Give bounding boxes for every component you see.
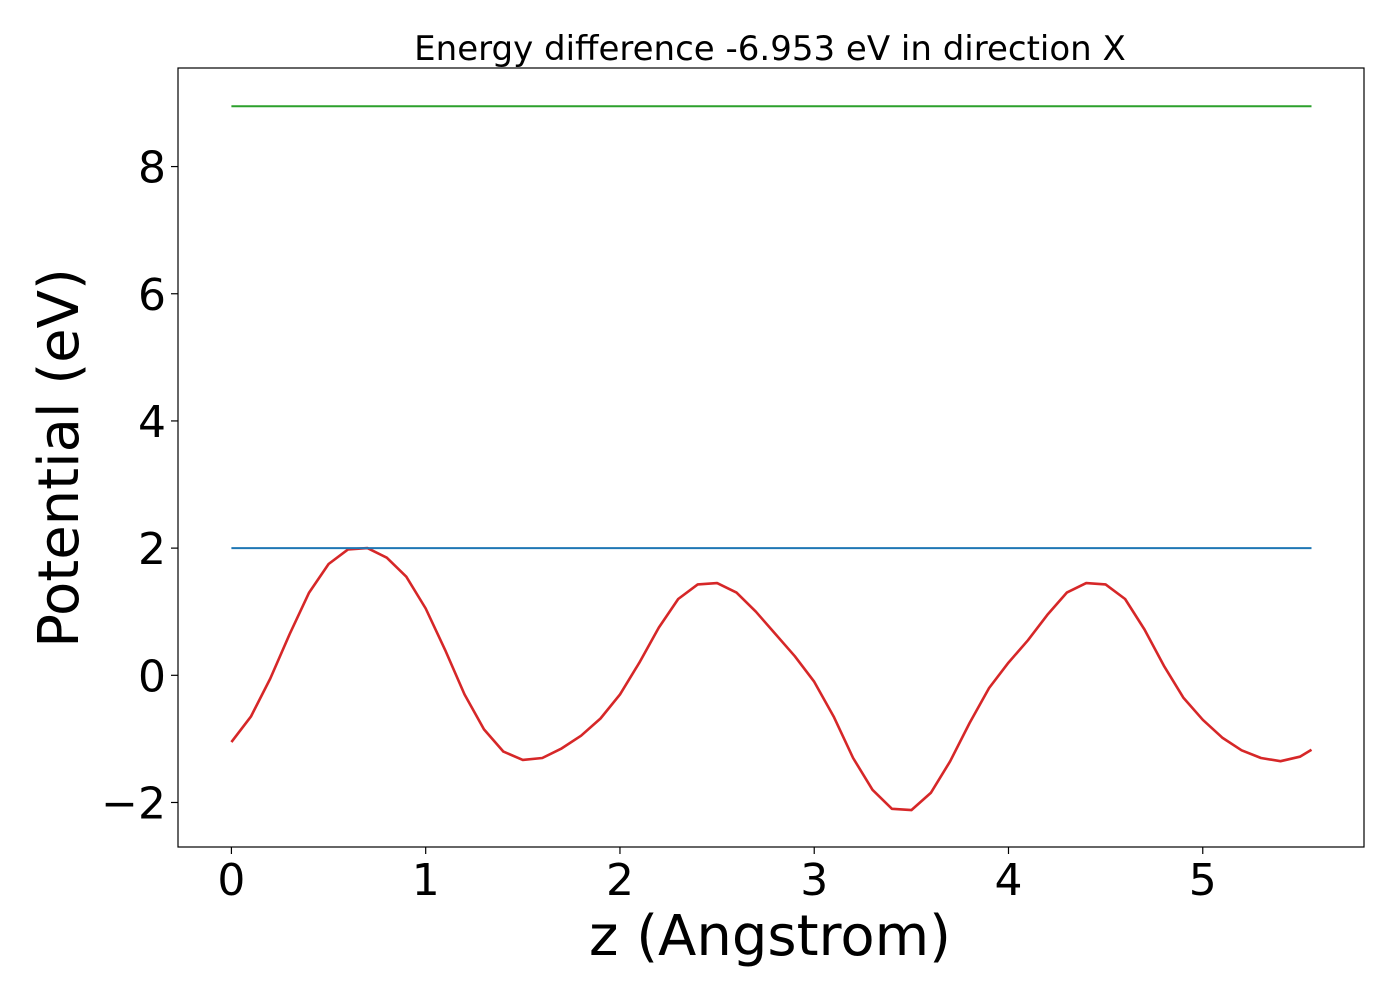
y-axis-ticks: −2 0 2 4 6 8 (101, 143, 178, 829)
series-line-0 (230, 546, 1313, 812)
x-axis-ticks: 0 1 2 3 4 5 (217, 847, 1217, 906)
x-tick-label-4: 4 (994, 855, 1022, 906)
x-tick-label-2: 2 (606, 855, 634, 906)
chart-title: Energy difference -6.953 eV in direction… (414, 29, 1126, 69)
x-tick-label-1: 1 (412, 855, 440, 906)
x-tick-label-5: 5 (1189, 855, 1217, 906)
x-tick-label-0: 0 (217, 855, 245, 906)
y-tick-label-2: 2 (138, 524, 166, 575)
x-axis-label: z (Angstrom) (589, 904, 951, 969)
axes-frame (177, 67, 1365, 848)
y-tick-label-5: 8 (138, 143, 166, 194)
y-tick-label-1: 0 (138, 651, 166, 702)
y-axis-label: Potential (eV) (27, 268, 92, 648)
x-tick-label-3: 3 (800, 855, 828, 906)
plot-area (177, 67, 1365, 848)
y-tick-label-0: −2 (101, 778, 166, 829)
y-tick-label-3: 4 (138, 397, 166, 448)
series-group (230, 105, 1313, 812)
y-tick-label-4: 6 (138, 270, 166, 321)
